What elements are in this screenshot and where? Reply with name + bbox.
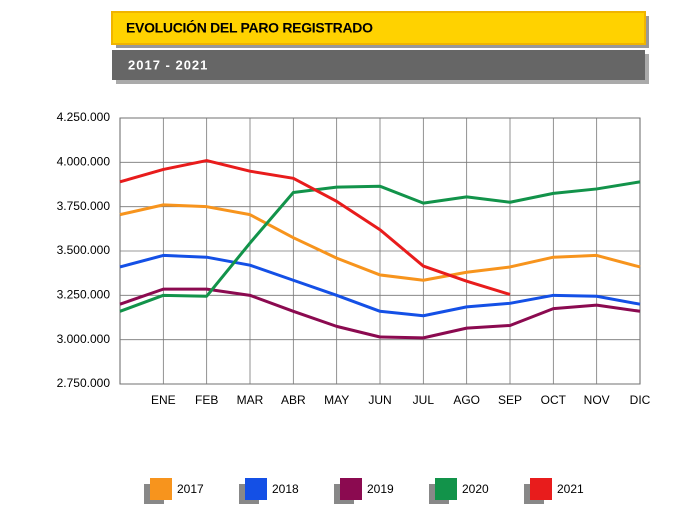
x-tick-label: ENE (151, 393, 176, 407)
y-tick-label: 4.000.000 (57, 155, 111, 169)
chart-title: EVOLUCIÓN DEL PARO REGISTRADO (126, 19, 373, 36)
x-tick-label: DIC (630, 393, 651, 407)
legend-label: 2018 (272, 482, 299, 496)
chart-subtitle: 2017 - 2021 (128, 57, 208, 72)
series-line (119, 203, 641, 282)
x-tick-label: OCT (541, 393, 567, 407)
x-tick-label: AGO (453, 393, 480, 407)
y-tick-label: 4.250.000 (57, 110, 111, 124)
x-tick-label: NOV (584, 393, 610, 407)
x-tick-label: FEB (195, 393, 218, 407)
legend-swatch (340, 478, 362, 500)
legend-swatch (245, 478, 267, 500)
legend-swatch (435, 478, 457, 500)
series-line (119, 159, 511, 296)
x-tick-label: MAR (237, 393, 264, 407)
series-line (119, 180, 641, 313)
x-tick-label: ABR (281, 393, 306, 407)
x-tick-label: JUL (413, 393, 435, 407)
y-tick-label: 3.250.000 (57, 288, 111, 302)
legend-swatch (530, 478, 552, 500)
y-tick-label: 2.750.000 (57, 376, 111, 390)
legend-label: 2021 (557, 482, 584, 496)
subtitle-banner (112, 50, 645, 80)
x-tick-label: MAY (324, 393, 349, 407)
x-tick-label: SEP (498, 393, 522, 407)
title-banner (111, 11, 646, 45)
y-tick-label: 3.000.000 (57, 332, 111, 346)
y-tick-label: 3.750.000 (57, 199, 111, 213)
legend-label: 2019 (367, 482, 394, 496)
legend-label: 2020 (462, 482, 489, 496)
y-tick-label: 3.500.000 (57, 243, 111, 257)
series-line (119, 287, 641, 340)
legend-label: 2017 (177, 482, 204, 496)
x-tick-label: JUN (368, 393, 391, 407)
legend-swatch (150, 478, 172, 500)
series-line (119, 253, 641, 318)
